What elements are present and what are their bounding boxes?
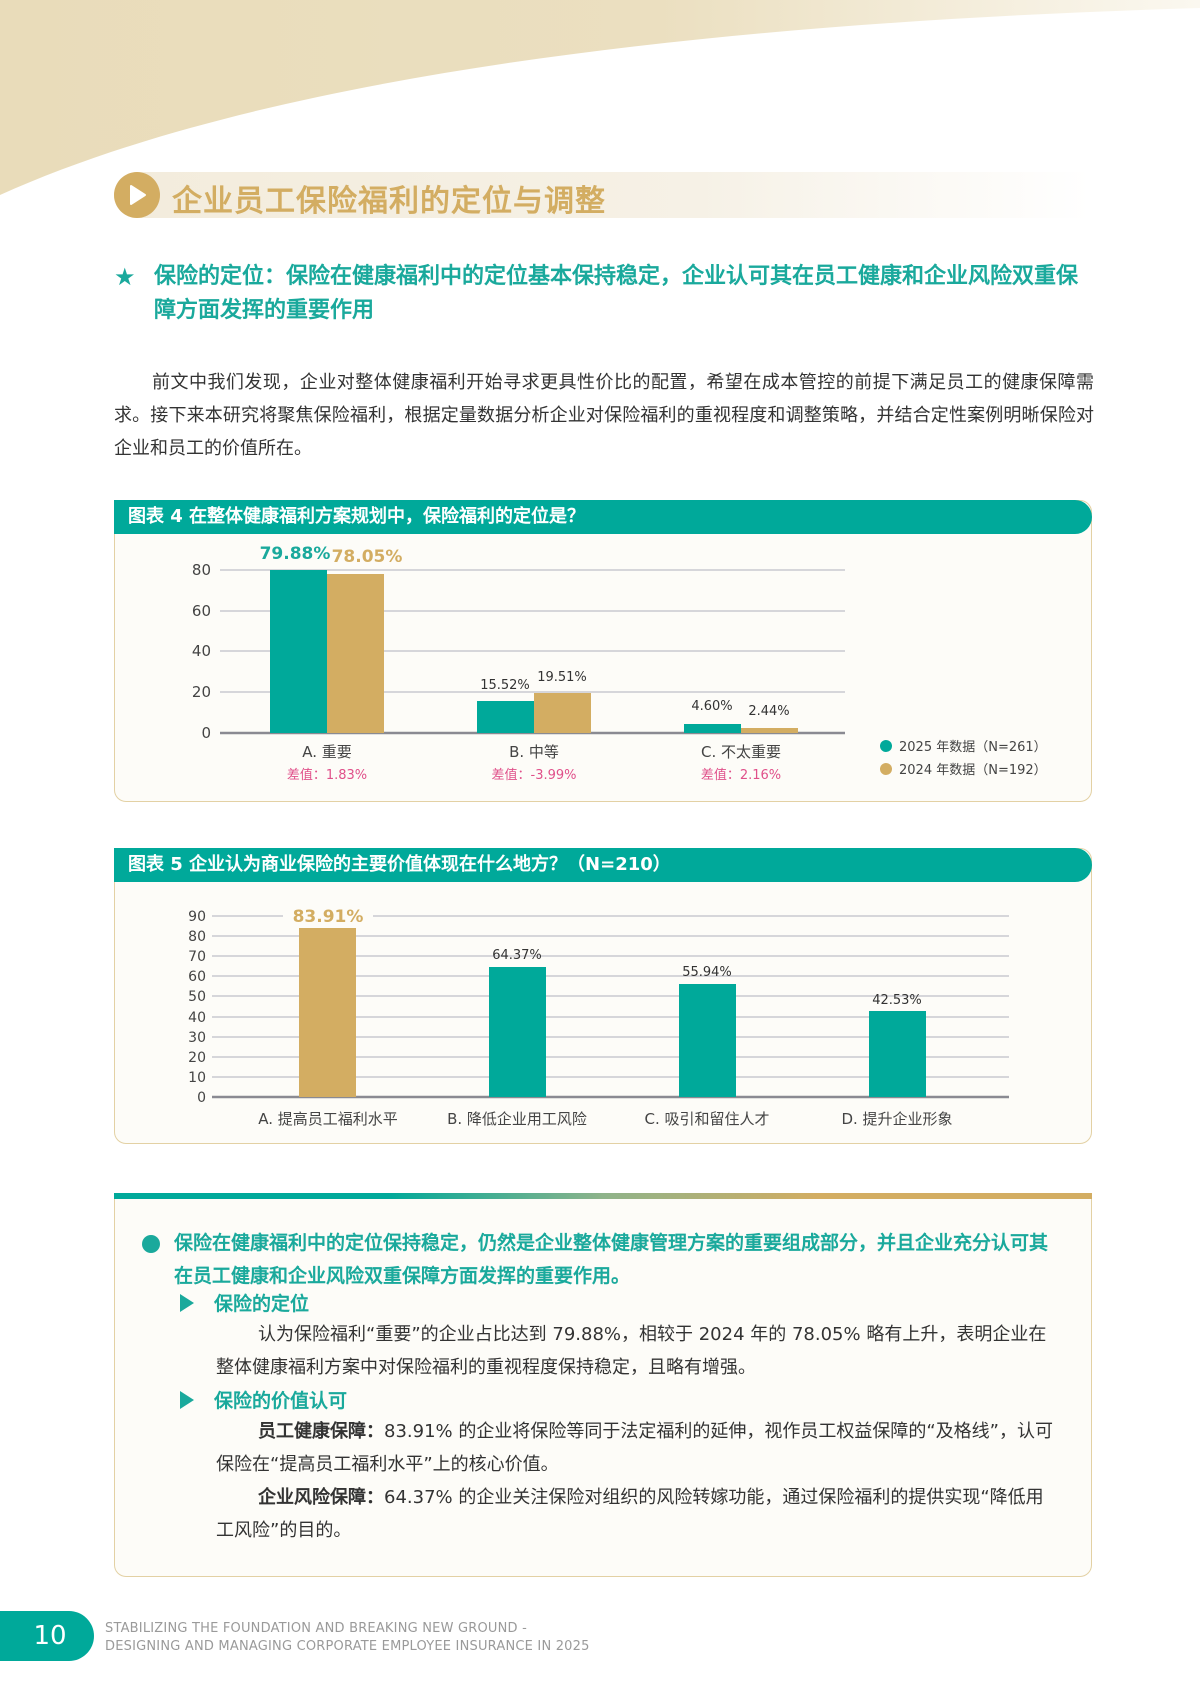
bar-c: [679, 984, 736, 1097]
svg-text:30: 30: [188, 1030, 206, 1046]
svg-text:B. 降低企业用工风险: B. 降低企业用工风险: [447, 1110, 587, 1128]
bar-d: [869, 1011, 926, 1097]
svg-text:83.91%: 83.91%: [293, 907, 364, 927]
svg-text:50: 50: [188, 989, 206, 1005]
svg-text:C. 吸引和留住人才: C. 吸引和留住人才: [644, 1110, 769, 1128]
chart5-plot: 90 80 70 60 50 40 30 20 10 0 83.91% 64.3…: [188, 906, 1009, 1128]
chart4-y-ticks: 80 60 40 20 0: [192, 561, 211, 742]
bullet-dot-icon: [142, 1235, 160, 1253]
svg-text:90: 90: [188, 909, 206, 925]
bar-a-2025: [270, 570, 327, 733]
svg-text:0: 0: [201, 724, 211, 742]
svg-text:64.37%: 64.37%: [492, 948, 542, 963]
legend-2025-swatch: [880, 740, 892, 752]
svg-text:78.05%: 78.05%: [332, 547, 403, 567]
bar-b-2025: [477, 701, 534, 733]
svg-text:19.51%: 19.51%: [537, 670, 587, 685]
bar-b: [489, 967, 546, 1097]
chart5-header: 图表 5 企业认为商业保险的主要价值体现在什么地方？（N=210）: [114, 848, 1092, 882]
employee-health-paragraph: 员工健康保障：83.91% 的企业将保险等同于法定福利的延伸，视作员工权益保障的…: [216, 1421, 1054, 1475]
summary-main-text: 保险在健康福利中的定位保持稳定，仍然是企业整体健康管理方案的重要组成部分，并且企…: [174, 1232, 1049, 1287]
svg-text:79.88%: 79.88%: [260, 544, 331, 564]
svg-text:D. 提升企业形象: D. 提升企业形象: [841, 1110, 952, 1128]
svg-text:差值：2.16%: 差值：2.16%: [701, 767, 781, 783]
svg-text:40: 40: [192, 642, 211, 660]
chart5-card: 图表 5 企业认为商业保险的主要价值体现在什么地方？（N=210） 90 80 …: [114, 848, 1092, 1144]
svg-text:0: 0: [197, 1090, 206, 1106]
subheading-positioning: 保险的定位: [180, 1289, 309, 1316]
bar-a: [299, 928, 356, 1097]
intro-paragraph: 前文中我们发现，企业对整体健康福利开始寻求更具性价比的配置，希望在成本管控的前提…: [114, 372, 1094, 459]
play-circle-icon: [114, 172, 160, 218]
bar-a-2024: [327, 574, 384, 733]
svg-text:20: 20: [188, 1050, 206, 1066]
bar-c-2024: [741, 728, 798, 733]
section-title: 企业员工保险福利的定位与调整: [172, 184, 606, 219]
bar-b-2024: [534, 693, 591, 733]
svg-text:55.94%: 55.94%: [682, 965, 732, 980]
chart4-x-labels: A. 重要 B. 中等 C. 不太重要: [302, 743, 781, 761]
chart4-diff-labels: 差值：1.83% 差值：-3.99% 差值：2.16%: [287, 767, 781, 783]
chart4-header: 图表 4 在整体健康福利方案规划中，保险福利的定位是？: [114, 500, 1092, 534]
summary-card: [114, 1199, 1092, 1577]
chart5-y-ticks: 90 80 70 60 50 40 30 20 10 0: [188, 909, 206, 1106]
subheading-value: 保险的价值认可: [180, 1386, 347, 1413]
svg-text:差值：-3.99%: 差值：-3.99%: [492, 767, 577, 783]
employee-health-label: 员工健康保障：: [258, 1421, 384, 1442]
svg-text:40: 40: [188, 1010, 206, 1026]
footer-title: STABILIZING THE FOUNDATION AND BREAKING …: [105, 1621, 590, 1654]
summary-main: 保险在健康福利中的定位保持稳定，仍然是企业整体健康管理方案的重要组成部分，并且企…: [142, 1227, 1062, 1293]
svg-text:20: 20: [192, 683, 211, 701]
legend-2024-swatch: [880, 763, 892, 775]
svg-text:2.44%: 2.44%: [748, 704, 789, 719]
svg-text:42.53%: 42.53%: [872, 993, 922, 1008]
bar-c-2025: [684, 724, 741, 733]
triangle-right-icon: [180, 1390, 194, 1409]
svg-text:C. 不太重要: C. 不太重要: [701, 743, 781, 761]
svg-text:60: 60: [188, 969, 206, 985]
positioning-paragraph: 认为保险福利“重要”的企业占比达到 79.88%，相较于 2024 年的 78.…: [216, 1324, 1047, 1378]
svg-text:10: 10: [188, 1070, 206, 1086]
enterprise-risk-label: 企业风险保障：: [258, 1487, 384, 1508]
chart4-plot: 80 60 40 20 0 79.88% 78.05% 15.52% 19.51…: [192, 544, 1047, 783]
summary-divider: [114, 1193, 1092, 1199]
svg-text:A. 提高员工福利水平: A. 提高员工福利水平: [258, 1110, 398, 1128]
chart5-x-labels: A. 提高员工福利水平 B. 降低企业用工风险 C. 吸引和留住人才 D. 提升…: [258, 1110, 952, 1128]
section-title-bar: [114, 172, 1090, 218]
decorative-top-curve: [0, 0, 1200, 195]
page-number: 10: [0, 1611, 94, 1661]
svg-text:70: 70: [188, 949, 206, 965]
triangle-right-icon: [180, 1293, 194, 1312]
chart4-card: 图表 4 在整体健康福利方案规划中，保险福利的定位是？ 80 60 40 20 …: [114, 500, 1092, 802]
chart4-legend: 2025 年数据（N=261） 2024 年数据（N=192）: [880, 740, 1047, 778]
svg-text:80: 80: [188, 929, 206, 945]
key-finding-heading: ★ 保险的定位：保险在健康福利中的定位基本保持稳定，企业认可其在员工健康和企业风…: [114, 260, 1094, 328]
svg-text:15.52%: 15.52%: [480, 678, 530, 693]
key-finding-text: 保险的定位：保险在健康福利中的定位基本保持稳定，企业认可其在员工健康和企业风险双…: [154, 264, 1079, 323]
svg-text:2025 年数据（N=261）: 2025 年数据（N=261）: [899, 740, 1047, 755]
svg-text:B. 中等: B. 中等: [509, 743, 559, 761]
svg-text:80: 80: [192, 561, 211, 579]
enterprise-risk-paragraph: 企业风险保障：64.37% 的企业关注保险对组织的风险转嫁功能，通过保险福利的提…: [216, 1487, 1044, 1541]
svg-text:4.60%: 4.60%: [691, 699, 732, 714]
star-icon: ★: [114, 263, 136, 291]
svg-text:2024 年数据（N=192）: 2024 年数据（N=192）: [899, 763, 1047, 778]
svg-text:60: 60: [192, 602, 211, 620]
svg-text:A. 重要: A. 重要: [302, 743, 352, 761]
svg-text:差值：1.83%: 差值：1.83%: [287, 767, 367, 783]
